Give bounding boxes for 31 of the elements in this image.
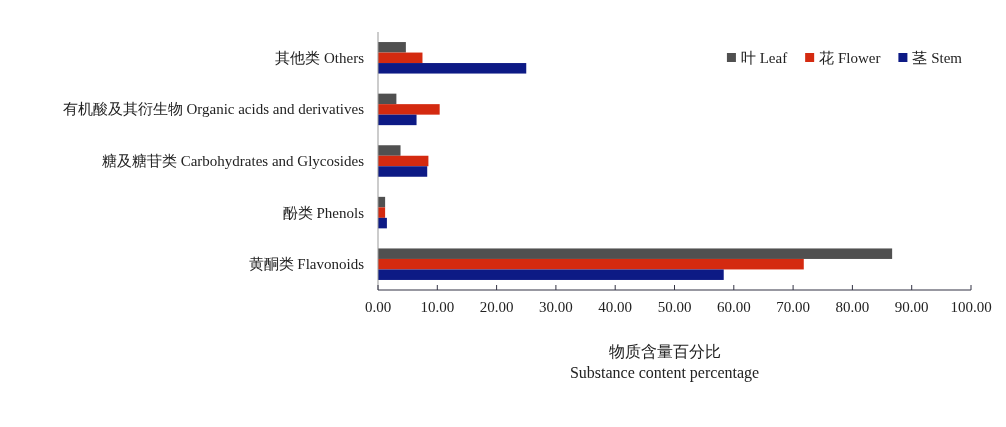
- y-tick-label: 黄酮类 Flavonoids: [248, 256, 365, 273]
- x-tick-label: 0.00: [364, 299, 392, 315]
- legend-label: 茎 Stem: [912, 50, 963, 66]
- bar: [378, 248, 893, 259]
- legend-label: 叶 Leaf: [740, 50, 788, 66]
- x-tick-label: 90.00: [894, 299, 929, 315]
- bar: [378, 155, 429, 167]
- x-tick-label: 50.00: [657, 299, 692, 315]
- bar: [378, 258, 804, 270]
- x-tick-label: 100.00: [950, 299, 992, 315]
- y-tick-label: 其他类 Others: [275, 49, 365, 66]
- x-tick-label: 80.00: [835, 299, 870, 315]
- y-tick-label: 酚类 Phenols: [282, 204, 365, 221]
- x-tick-label: 30.00: [539, 299, 573, 315]
- bar: [378, 114, 417, 126]
- x-tick-label: 60.00: [716, 299, 751, 315]
- bar: [378, 63, 527, 74]
- bar: [378, 104, 440, 115]
- y-tick-label: 糖及糖苷类 Carbohydrates and Glycosides: [101, 153, 365, 169]
- x-tick-label: 70.00: [776, 299, 810, 315]
- x-axis-title: 物质含量百分比 Substance content percentage: [569, 343, 760, 382]
- bar: [378, 52, 423, 64]
- bar: [378, 166, 428, 177]
- legend-label: 花 Flower: [819, 50, 881, 66]
- x-tick-label: 40.00: [598, 299, 633, 315]
- x-tick-label: 10.00: [420, 299, 455, 315]
- y-tick-label: 有机酸及其衍生物 Organic acids and derivatives: [62, 101, 365, 118]
- bar: [378, 42, 406, 53]
- bar: [378, 269, 724, 280]
- bar: [378, 145, 401, 156]
- x-tick-label: 20.00: [479, 299, 514, 315]
